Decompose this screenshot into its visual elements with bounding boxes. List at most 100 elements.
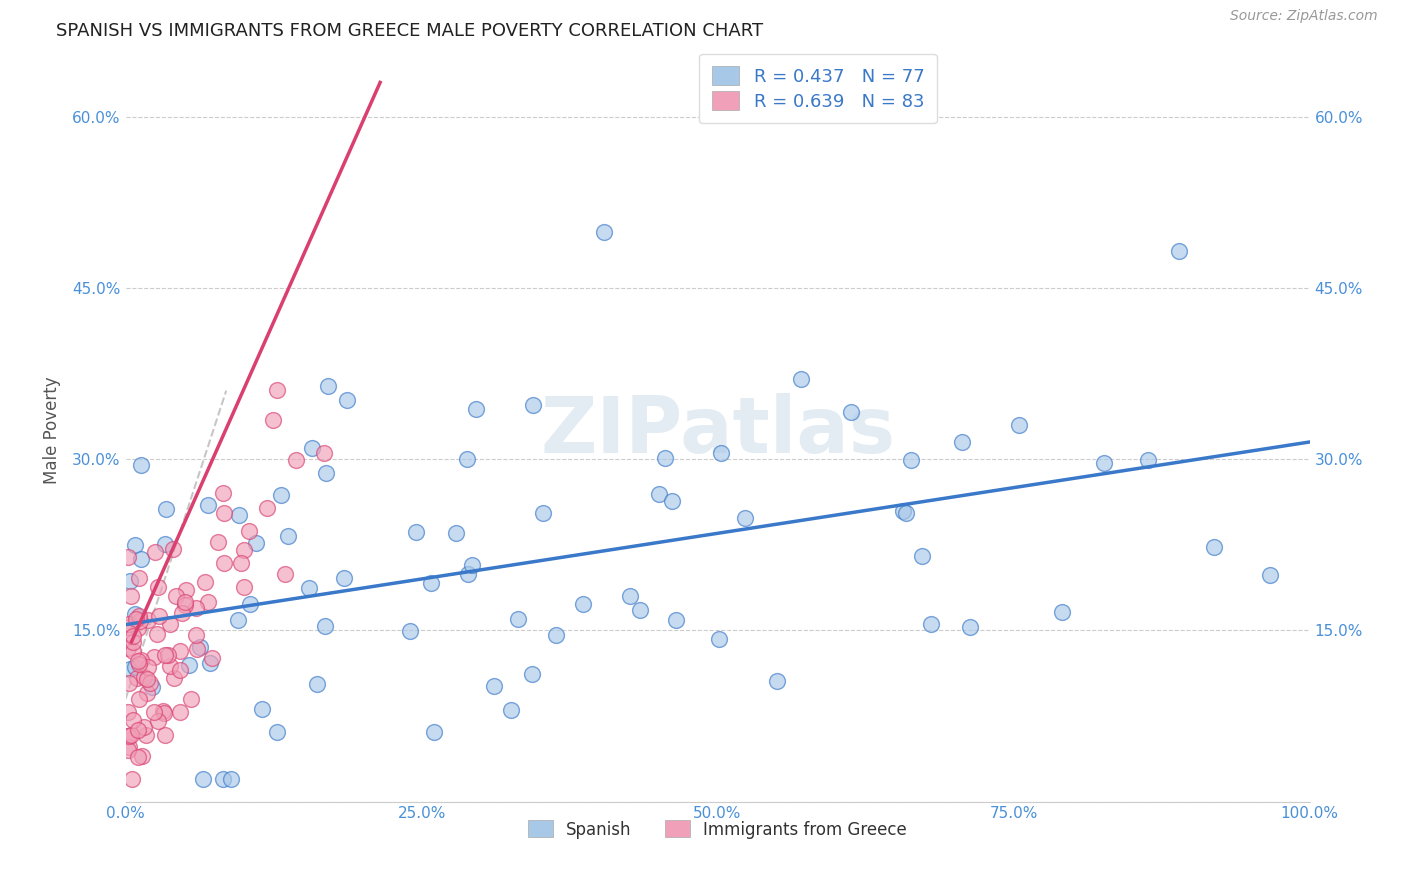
Point [1052, 605, 1074, 619]
Point [734, 511, 756, 525]
Point [127, 723, 149, 737]
Point [121, 644, 143, 658]
Point [665, 613, 688, 627]
Point [117, 742, 139, 756]
Point [165, 589, 187, 603]
Point [1202, 540, 1225, 554]
Point [155, 728, 177, 742]
Point [256, 501, 278, 516]
Text: Source: ZipAtlas.com: Source: ZipAtlas.com [1230, 9, 1378, 23]
Point [232, 542, 254, 557]
Point [197, 594, 219, 608]
Point [522, 398, 544, 412]
Point [121, 629, 143, 643]
Point [118, 617, 141, 632]
Point [127, 671, 149, 685]
Point [499, 703, 522, 717]
Point [128, 608, 150, 623]
Point [120, 728, 142, 742]
Point [198, 656, 221, 670]
Point [124, 612, 146, 626]
Point [228, 613, 250, 627]
Point [508, 612, 530, 626]
Point [121, 772, 143, 786]
Point [619, 589, 641, 603]
Point [1258, 568, 1281, 582]
Point [420, 575, 443, 590]
Point [661, 493, 683, 508]
Point [173, 595, 195, 609]
Point [184, 628, 207, 642]
Point [231, 556, 253, 570]
Point [162, 542, 184, 557]
Point [186, 601, 208, 615]
Point [143, 545, 166, 559]
Point [546, 628, 568, 642]
Point [911, 549, 934, 563]
Point [146, 580, 169, 594]
Point [124, 659, 146, 673]
Point [1094, 456, 1116, 470]
Point [446, 525, 468, 540]
Point [131, 552, 153, 566]
Point [117, 706, 139, 720]
Point [270, 488, 292, 502]
Point [163, 671, 186, 685]
Point [129, 458, 152, 472]
Point [143, 650, 166, 665]
Point [153, 537, 176, 551]
Point [228, 508, 250, 523]
Point [118, 675, 141, 690]
Point [266, 724, 288, 739]
Point [132, 670, 155, 684]
Point [159, 659, 181, 673]
Point [127, 621, 149, 635]
Point [482, 679, 505, 693]
Point [316, 379, 339, 393]
Point [571, 597, 593, 611]
Point [628, 603, 651, 617]
Point [301, 441, 323, 455]
Point [141, 680, 163, 694]
Point [117, 729, 139, 743]
Text: SPANISH VS IMMIGRANTS FROM GREECE MALE POVERTY CORRELATION CHART: SPANISH VS IMMIGRANTS FROM GREECE MALE P… [56, 22, 763, 40]
Point [124, 538, 146, 552]
Point [131, 749, 153, 764]
Point [336, 392, 359, 407]
Point [1137, 452, 1160, 467]
Point [139, 676, 162, 690]
Point [212, 486, 235, 500]
Point [654, 450, 676, 465]
Point [117, 640, 139, 655]
Point [315, 466, 337, 480]
Point [207, 535, 229, 549]
Point [233, 580, 256, 594]
Point [252, 702, 274, 716]
Point [284, 452, 307, 467]
Point [124, 607, 146, 622]
Point [135, 728, 157, 742]
Point [593, 225, 616, 239]
Point [169, 663, 191, 677]
Point [127, 750, 149, 764]
Point [274, 567, 297, 582]
Point [120, 589, 142, 603]
Point [405, 524, 427, 539]
Point [169, 644, 191, 658]
Point [136, 672, 159, 686]
Point [212, 556, 235, 570]
Point [128, 571, 150, 585]
Point [194, 575, 217, 590]
Point [920, 617, 942, 632]
Point [765, 673, 787, 688]
Text: ZIPatlas: ZIPatlas [540, 392, 896, 468]
Point [399, 624, 422, 639]
Point [314, 619, 336, 633]
Point [461, 558, 484, 572]
Point [1167, 244, 1189, 259]
Point [891, 504, 914, 518]
Point [191, 772, 214, 786]
Point [531, 506, 554, 520]
Point [118, 662, 141, 676]
Point [1008, 418, 1031, 433]
